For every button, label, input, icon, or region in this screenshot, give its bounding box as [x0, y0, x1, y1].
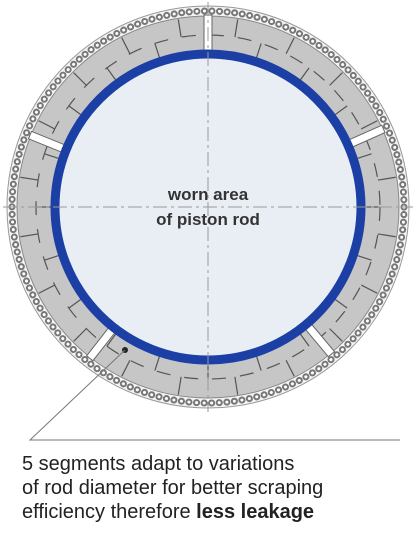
caption-text: efficiency therefore — [22, 501, 196, 523]
diagram: worn area of piston rod 5 segments adapt… — [0, 0, 416, 533]
caption-line: of rod diameter for better scraping — [22, 477, 323, 499]
center-label: worn area — [167, 185, 249, 204]
caption-line: efficiency therefore less leakage — [22, 501, 314, 523]
caption-bold: less leakage — [196, 501, 314, 523]
diagram-page: worn area of piston rod 5 segments adapt… — [0, 0, 416, 533]
center-label: of piston rod — [156, 210, 260, 229]
caption-line: 5 segments adapt to variations — [22, 453, 294, 475]
